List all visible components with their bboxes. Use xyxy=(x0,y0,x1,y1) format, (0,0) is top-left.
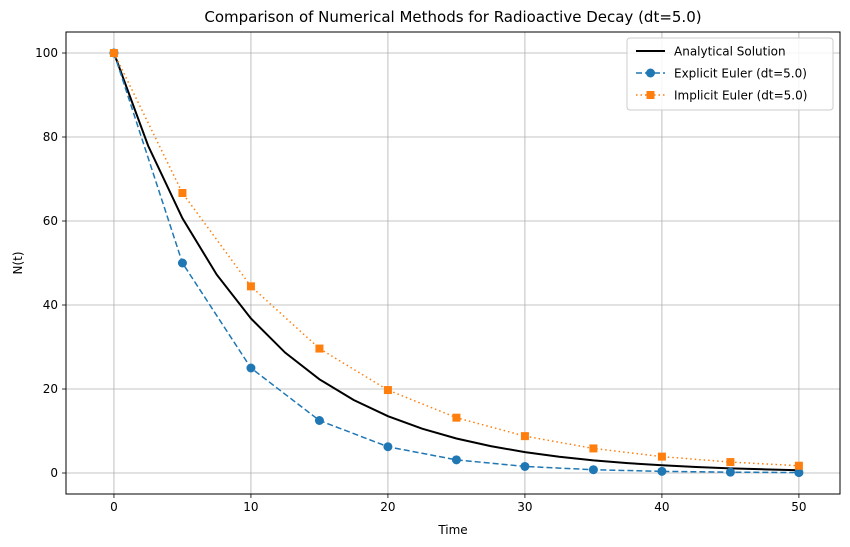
x-tick-label: 0 xyxy=(110,500,118,514)
y-tick-label: 0 xyxy=(50,466,58,480)
data-point xyxy=(451,455,461,465)
data-point xyxy=(589,444,598,453)
data-point xyxy=(794,468,804,478)
legend-box xyxy=(626,37,834,111)
chart-title: Comparison of Numerical Methods for Radi… xyxy=(204,8,701,26)
series-layer xyxy=(109,48,804,478)
y-tick-label: 60 xyxy=(43,214,58,228)
x-tick-label: 20 xyxy=(380,500,395,514)
data-point xyxy=(246,282,255,291)
legend-marker xyxy=(646,68,655,78)
data-point xyxy=(726,458,735,467)
data-point xyxy=(315,344,324,353)
legend: Analytical Solution Explicit Euler (dt=5.… xyxy=(626,37,834,111)
y-tick-label: 80 xyxy=(43,130,58,144)
y-tick-label: 20 xyxy=(43,382,58,396)
data-point xyxy=(520,432,529,441)
data-point xyxy=(383,386,392,395)
legend-item: Analytical Solution xyxy=(636,45,786,59)
x-tick-label: 30 xyxy=(517,500,532,514)
legend-label: Implicit Euler (dt=5.0) xyxy=(674,89,807,103)
data-point xyxy=(657,452,666,461)
data-point xyxy=(246,363,256,373)
series-3 xyxy=(109,49,803,470)
legend-label: Explicit Euler (dt=5.0) xyxy=(674,67,807,81)
x-axis-label: Time xyxy=(437,523,467,537)
data-point xyxy=(314,416,324,425)
data-point xyxy=(794,461,803,470)
x-tick-label: 10 xyxy=(243,500,258,514)
x-tick-label: 40 xyxy=(654,500,669,514)
series-line xyxy=(113,52,799,474)
legend-item: Explicit Euler (dt=5.0) xyxy=(636,67,807,81)
x-tick-label: 50 xyxy=(791,500,806,514)
data-point xyxy=(177,258,187,268)
axis-ticks: 0 10 20 30 40 50 0 20 40 60 80 100 xyxy=(35,46,806,514)
data-point xyxy=(109,49,118,57)
legend-label: Analytical Solution xyxy=(674,45,786,59)
data-point xyxy=(588,465,598,475)
y-axis-label: N(t) xyxy=(11,251,25,274)
y-tick-label: 100 xyxy=(35,46,58,60)
data-point xyxy=(178,188,187,197)
legend-item: Implicit Euler (dt=5.0) xyxy=(636,89,807,103)
plot-frame xyxy=(65,31,841,495)
data-point xyxy=(452,413,461,422)
data-point xyxy=(725,467,735,477)
grid xyxy=(66,32,840,494)
data-point xyxy=(520,461,530,471)
data-point xyxy=(657,466,667,476)
data-point xyxy=(383,442,393,452)
y-tick-label: 40 xyxy=(43,298,58,312)
legend-marker xyxy=(646,91,655,99)
series-line xyxy=(113,52,799,472)
series-1 xyxy=(113,52,799,472)
